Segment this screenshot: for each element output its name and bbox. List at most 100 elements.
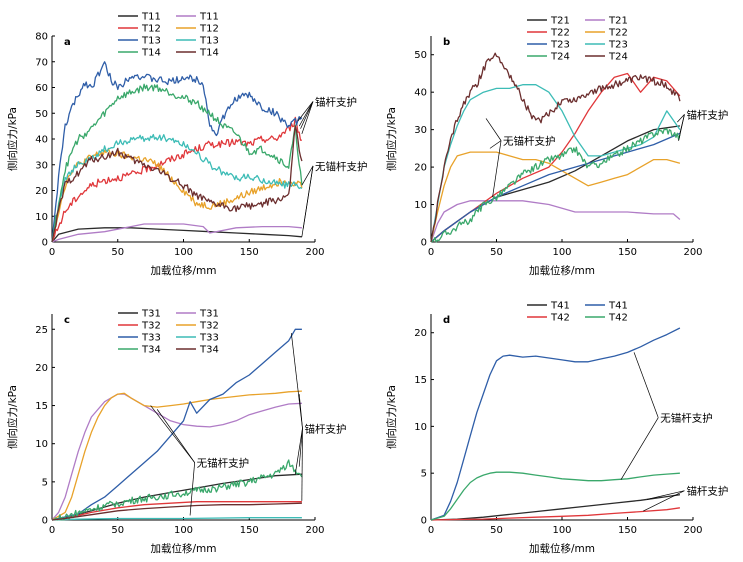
legend-label: T12: [141, 24, 161, 35]
series-line-t21: [430, 200, 681, 243]
legend-label: T41: [608, 301, 628, 312]
legend-label: T32: [141, 321, 161, 332]
series-line-t24: [430, 128, 681, 243]
legend-label: T33: [141, 333, 161, 344]
y-tick-label: 40: [35, 135, 48, 146]
x-tick-label: 0: [49, 247, 55, 258]
legend-label: T31: [141, 309, 161, 320]
legend-label: T42: [608, 313, 628, 324]
x-tick-label: 0: [428, 525, 434, 536]
annotation-label: 锚杆支护: [304, 422, 346, 435]
annotation: 锚杆支护: [297, 96, 357, 134]
y-tick-label: 40: [414, 88, 427, 99]
annotation-leader: [156, 409, 195, 463]
annotation-label: 无锚杆支护: [503, 135, 556, 148]
annotation-leader: [298, 428, 303, 467]
series-line-t13: [51, 61, 303, 243]
series-line-t33: [51, 517, 302, 521]
annotation-leader: [294, 428, 303, 475]
panel-letter: d: [443, 315, 450, 326]
panel-a: a 0 50 100 150 200 0 10 20 30 40 50 60 70 80 加载位移/mm 侧向应…: [6, 12, 368, 278]
legend-label: T24: [608, 52, 628, 63]
legend-label: T34: [141, 345, 161, 356]
series-line-t14: [51, 125, 303, 243]
series-line-t34: [51, 459, 303, 521]
annotation: 无锚杆支护: [301, 160, 368, 237]
legend-label: T12: [199, 24, 219, 35]
y-tick-label: 15: [35, 401, 48, 412]
legend-label: T11: [141, 12, 161, 23]
annotation-leader: [189, 462, 195, 516]
annotation-leader: [492, 140, 502, 198]
series-line-t32: [51, 501, 302, 521]
y-tick-label: 0: [421, 238, 427, 249]
legend-label: T13: [141, 36, 161, 47]
x-axis-label: 加载位移/mm: [151, 542, 217, 555]
panel-c: c 0 50 100 150 200 0 5 10 15 20 25 加载位移/mm 侧向应力/kPa T3…: [6, 309, 346, 556]
y-axis-label: 侧向应力/kPa: [385, 107, 398, 171]
legend-label: T33: [199, 333, 219, 344]
series-line-t22: [430, 151, 681, 243]
annotation-leader: [489, 140, 502, 149]
y-tick-label: 20: [414, 163, 427, 174]
y-tick-label: 30: [414, 125, 427, 136]
y-tick-label: 10: [414, 200, 427, 211]
annotation-leader: [301, 165, 314, 237]
annotation-leader: [301, 428, 303, 501]
annotation: 无锚杆支护: [150, 405, 249, 516]
legend-label: T21: [550, 16, 570, 27]
annotation: 锚杆支护: [643, 485, 728, 512]
series-line-t31: [51, 393, 302, 521]
annotation-label: 无锚杆支护: [660, 412, 713, 425]
annotation-leader: [633, 352, 659, 418]
legend-label: T31: [199, 309, 219, 320]
x-tick-label: 0: [428, 247, 434, 258]
annotation-leader: [485, 118, 502, 141]
annotation-leader: [290, 333, 303, 429]
annotation-leader: [643, 490, 685, 512]
x-tick-label: 0: [49, 525, 55, 536]
y-tick-label: 20: [414, 328, 427, 339]
panel-b: b 0 50 100 150 200 0 10 20 30 40 50 加载位移/mm 侧向应力/kPa T…: [385, 16, 728, 278]
x-tick-label: 50: [111, 525, 124, 536]
y-tick-label: 15: [414, 375, 427, 386]
series-line-t12: [51, 116, 302, 243]
series-line-t32: [51, 390, 302, 521]
x-tick-label: 150: [240, 525, 259, 536]
x-tick-label: 100: [552, 525, 571, 536]
panel-letter: c: [64, 315, 70, 326]
legend-label: T23: [550, 40, 570, 51]
series-line-t22: [430, 72, 681, 243]
series-line-t11: [51, 227, 302, 243]
legend-label: T22: [608, 28, 628, 39]
panel-letter: a: [64, 37, 71, 48]
x-tick-label: 150: [618, 247, 637, 258]
y-axis-label: 侧向应力/kPa: [6, 107, 19, 171]
annotation-leader: [301, 165, 314, 186]
x-tick-label: 100: [552, 247, 571, 258]
y-tick-label: 5: [421, 469, 427, 480]
series-line-t13: [51, 133, 303, 243]
legend-label: T11: [199, 12, 219, 23]
y-tick-label: 70: [35, 57, 48, 68]
y-tick-label: 50: [35, 109, 48, 120]
annotation: 无锚杆支护: [485, 118, 556, 198]
legend-label: T42: [550, 313, 570, 324]
x-tick-label: 200: [305, 525, 324, 536]
annotation: 锚杆支护: [290, 333, 346, 501]
y-tick-label: 10: [414, 422, 427, 433]
y-tick-label: 0: [42, 238, 48, 249]
x-axis-label: 加载位移/mm: [529, 264, 595, 277]
legend-label: T23: [608, 40, 628, 51]
y-tick-label: 80: [35, 32, 48, 43]
y-tick-label: 0: [42, 516, 48, 527]
y-tick-label: 20: [35, 363, 48, 374]
series-line-t12: [51, 148, 303, 243]
annotation: 无锚杆支护: [620, 352, 713, 480]
series-line-t41: [430, 327, 681, 521]
annotation-label: 锚杆支护: [686, 108, 728, 121]
